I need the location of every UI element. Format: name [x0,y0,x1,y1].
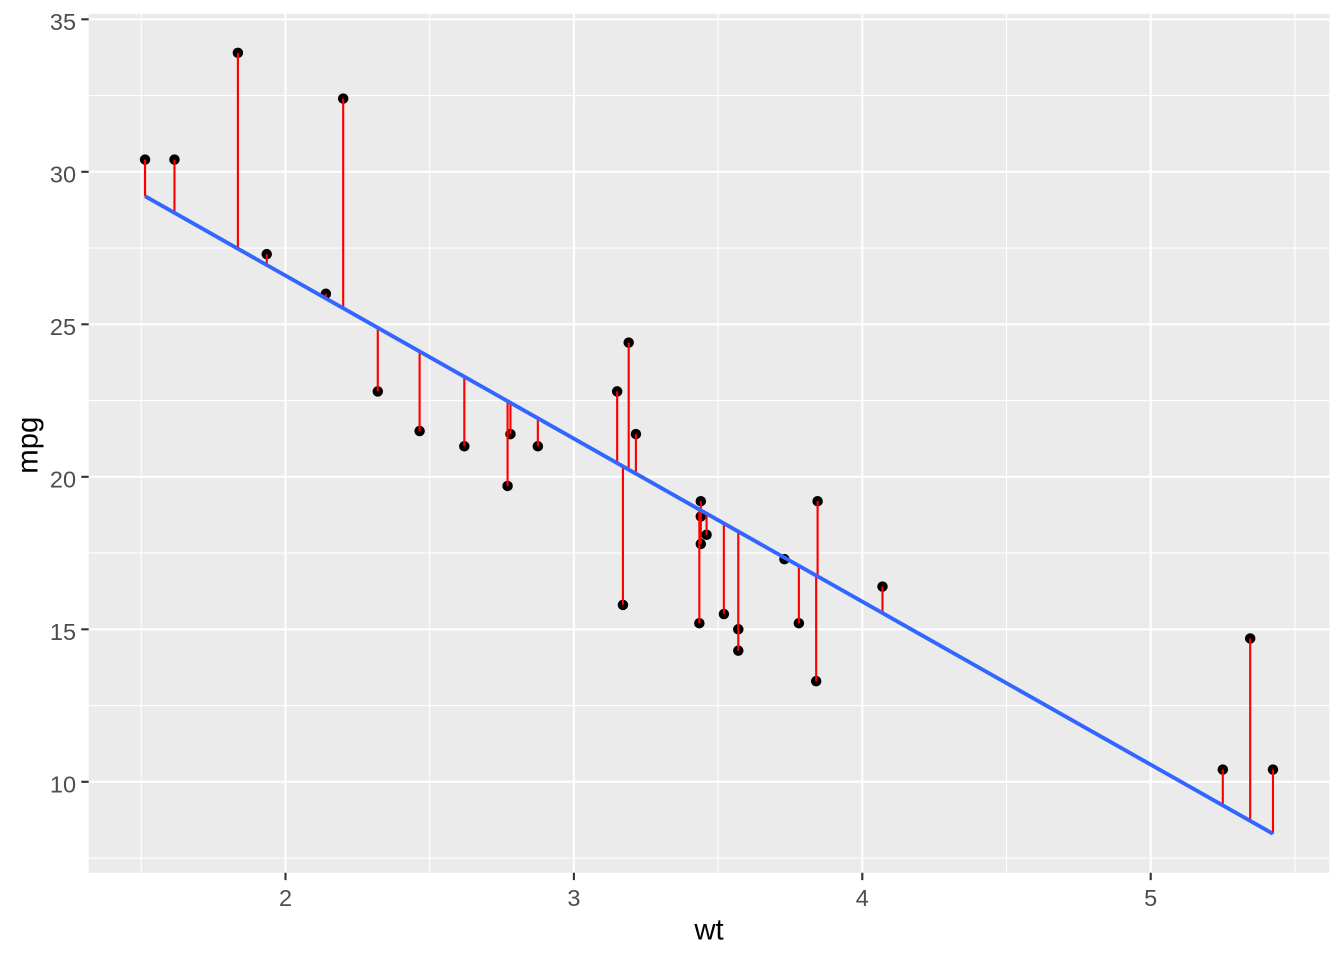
svg-text:30: 30 [50,161,76,187]
svg-text:10: 10 [50,771,76,797]
svg-text:mpg: mpg [12,417,45,474]
svg-text:3: 3 [567,885,580,911]
svg-text:20: 20 [50,466,76,492]
svg-text:25: 25 [50,314,76,340]
svg-text:15: 15 [50,619,76,645]
svg-text:2: 2 [279,885,292,911]
svg-text:35: 35 [50,9,76,35]
svg-text:wt: wt [693,914,723,947]
svg-text:5: 5 [1144,885,1157,911]
svg-text:4: 4 [856,885,869,911]
